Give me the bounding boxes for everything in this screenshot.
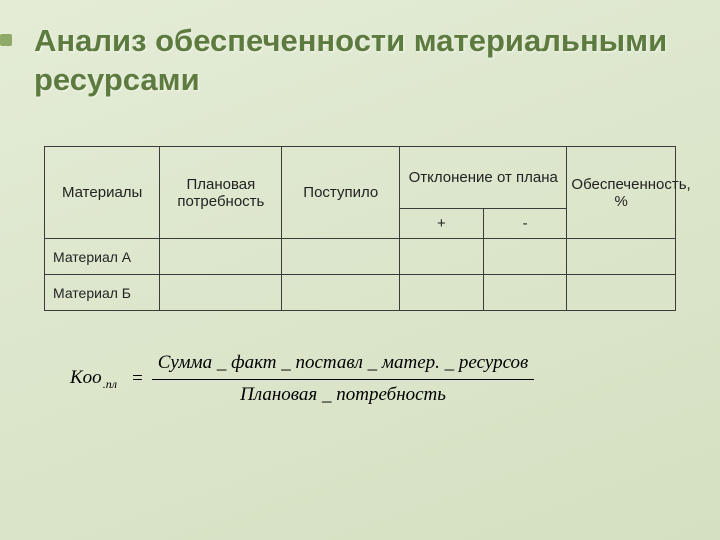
- col-deviation-plus: +: [400, 209, 484, 239]
- col-plan-need: Плановая потребность: [160, 147, 282, 239]
- col-deviation-minus: -: [483, 209, 567, 239]
- cell-plan-need: [160, 239, 282, 275]
- col-security: Обеспеченность, %: [567, 147, 676, 239]
- resources-table: Материалы Плановая потребность Поступило…: [44, 146, 676, 311]
- cell-minus: [483, 275, 567, 311]
- cell-received: [282, 239, 400, 275]
- table-row: Материал Б: [45, 275, 676, 311]
- formula-lhs: Koo.пл: [70, 367, 117, 392]
- formula-lhs-base: Koo: [70, 367, 102, 388]
- formula-fraction: Сумма _ факт _ поставл _ матер. _ ресурс…: [152, 350, 535, 409]
- cell-plan-need: [160, 275, 282, 311]
- formula-lhs-sub: .пл: [103, 377, 117, 391]
- cell-received: [282, 275, 400, 311]
- formula-numerator: Сумма _ факт _ поставл _ матер. _ ресурс…: [152, 350, 535, 377]
- formula: Koo.пл = Сумма _ факт _ поставл _ матер.…: [70, 350, 534, 409]
- col-received: Поступило: [282, 147, 400, 239]
- cell-security: [567, 275, 676, 311]
- slide-accent-square: [0, 34, 12, 46]
- cell-plus: [400, 275, 484, 311]
- table-row: Материал А: [45, 239, 676, 275]
- cell-plus: [400, 239, 484, 275]
- cell-material-label: Материал Б: [45, 275, 160, 311]
- cell-minus: [483, 239, 567, 275]
- formula-denominator: Плановая _ потребность: [234, 382, 452, 409]
- cell-security: [567, 239, 676, 275]
- slide-title: Анализ обеспеченности материальными ресу…: [34, 22, 690, 100]
- cell-material-label: Материал А: [45, 239, 160, 275]
- fraction-bar: [152, 379, 535, 380]
- equals-sign: =: [131, 368, 144, 390]
- col-deviation: Отклонение от плана: [400, 147, 567, 209]
- col-materials: Материалы: [45, 147, 160, 239]
